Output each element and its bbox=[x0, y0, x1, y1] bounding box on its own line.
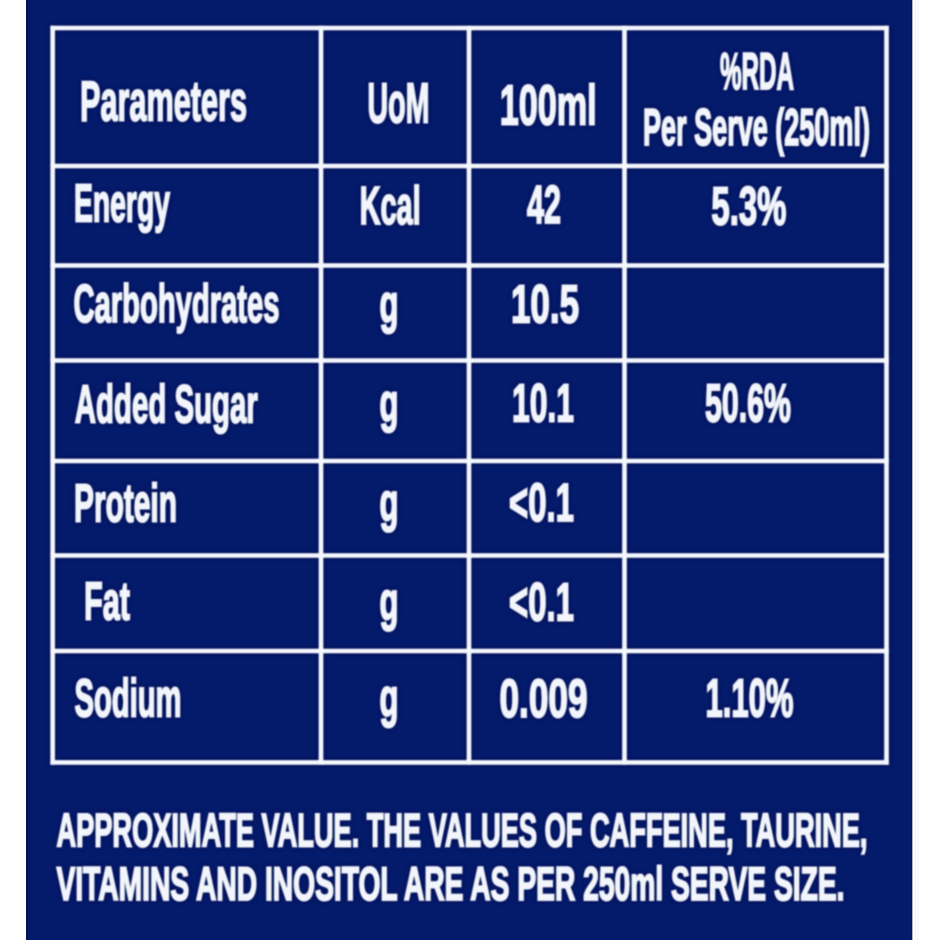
svg-text:g: g bbox=[380, 275, 399, 335]
svg-text:5.3%: 5.3% bbox=[711, 177, 786, 237]
svg-text:<0.1: <0.1 bbox=[509, 473, 574, 533]
svg-text:VITAMINS AND INOSITOL ARE AS P: VITAMINS AND INOSITOL ARE AS PER 250ml S… bbox=[57, 857, 845, 910]
svg-text:42: 42 bbox=[527, 175, 561, 235]
svg-text:<0.1: <0.1 bbox=[509, 573, 574, 633]
svg-text:Parameters: Parameters bbox=[80, 70, 247, 134]
svg-text:10.5: 10.5 bbox=[511, 275, 579, 335]
svg-text:g: g bbox=[380, 473, 399, 533]
svg-text:g: g bbox=[380, 669, 399, 729]
svg-text:Kcal: Kcal bbox=[360, 176, 421, 236]
svg-text:APPROXIMATE VALUE. THE VALUES: APPROXIMATE VALUE. THE VALUES OF CAFFEIN… bbox=[57, 804, 868, 857]
svg-text:g: g bbox=[380, 572, 399, 632]
svg-text:Energy: Energy bbox=[74, 174, 170, 234]
svg-text:50.6%: 50.6% bbox=[705, 374, 791, 434]
svg-text:%RDA: %RDA bbox=[720, 43, 794, 101]
svg-text:100ml: 100ml bbox=[500, 74, 597, 138]
svg-text:Sodium: Sodium bbox=[75, 669, 182, 729]
svg-text:10.1: 10.1 bbox=[512, 374, 574, 434]
svg-text:UoM: UoM bbox=[368, 72, 430, 136]
svg-text:Protein: Protein bbox=[74, 474, 177, 534]
svg-text:Carbohydrates: Carbohydrates bbox=[74, 274, 280, 334]
svg-text:1.10%: 1.10% bbox=[706, 669, 794, 729]
svg-text:0.009: 0.009 bbox=[500, 669, 588, 729]
svg-text:g: g bbox=[380, 374, 399, 434]
svg-text:Per Serve (250ml): Per Serve (250ml) bbox=[643, 99, 870, 157]
svg-text:Added Sugar: Added Sugar bbox=[75, 374, 258, 434]
svg-text:Fat: Fat bbox=[84, 572, 130, 632]
